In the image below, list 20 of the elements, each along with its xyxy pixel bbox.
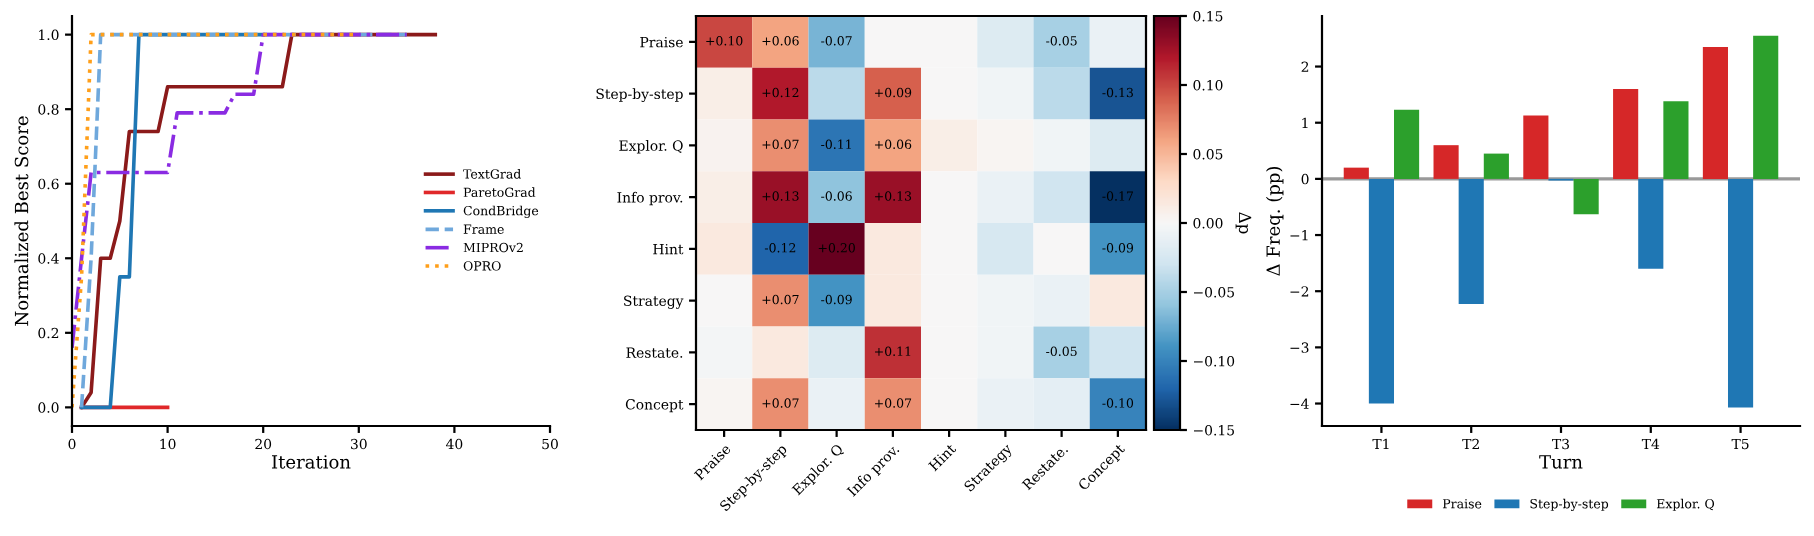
bar <box>1663 101 1689 179</box>
bar <box>1368 178 1395 404</box>
bar <box>1573 178 1599 215</box>
bar <box>1433 145 1459 179</box>
bar <box>1458 178 1484 305</box>
bar <box>1727 178 1754 408</box>
bar <box>1483 153 1509 179</box>
bar <box>1638 178 1664 269</box>
y-axis-title: Normalized Best Score <box>14 116 29 326</box>
bar <box>1753 35 1779 179</box>
line-series <box>72 32 409 350</box>
x-axis-title: Turn <box>1539 455 1583 469</box>
bar <box>1523 115 1549 179</box>
bar <box>1343 167 1369 179</box>
bar <box>1394 109 1420 179</box>
x-axis-title: Iteration <box>272 455 351 469</box>
bar <box>1702 46 1728 179</box>
y-axis-title: Δ Freq. (pp) <box>1265 167 1284 276</box>
bar <box>1613 89 1639 179</box>
color-bar-title: Δp <box>1235 212 1252 234</box>
